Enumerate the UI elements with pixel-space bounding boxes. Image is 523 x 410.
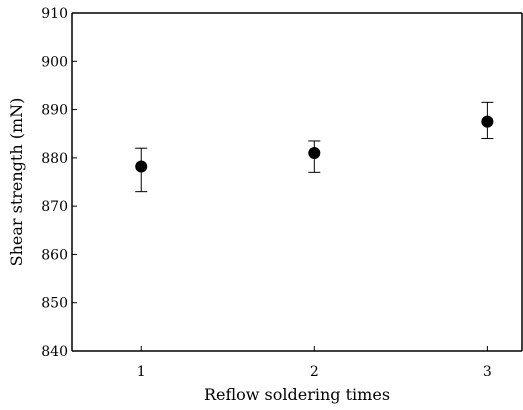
y-tick-label: 880 bbox=[41, 151, 68, 167]
y-tick-label: 910 bbox=[41, 6, 68, 22]
x-tick-label: 1 bbox=[137, 364, 146, 380]
y-tick-label: 870 bbox=[41, 199, 68, 215]
data-marks bbox=[135, 101, 494, 193]
y-axis-title: Shear strength (mN) bbox=[7, 98, 26, 267]
plot-frame bbox=[71, 12, 523, 352]
x-axis-ticks: 1 2 3 bbox=[137, 346, 492, 380]
y-axis-ticks: 840 850 860 870 880 890 900 910 bbox=[41, 6, 77, 360]
x-axis-title: Reflow soldering times bbox=[204, 385, 390, 404]
x-tick-label: 2 bbox=[310, 364, 319, 380]
y-tick-label: 850 bbox=[41, 296, 68, 312]
y-tick-label: 840 bbox=[41, 344, 68, 360]
data-point bbox=[481, 115, 494, 128]
y-tick-label: 860 bbox=[41, 247, 68, 263]
x-tick-label: 3 bbox=[483, 364, 492, 380]
y-tick-label: 890 bbox=[41, 103, 68, 119]
data-point bbox=[135, 160, 148, 173]
y-tick-label: 900 bbox=[41, 54, 68, 70]
data-point bbox=[308, 147, 321, 160]
